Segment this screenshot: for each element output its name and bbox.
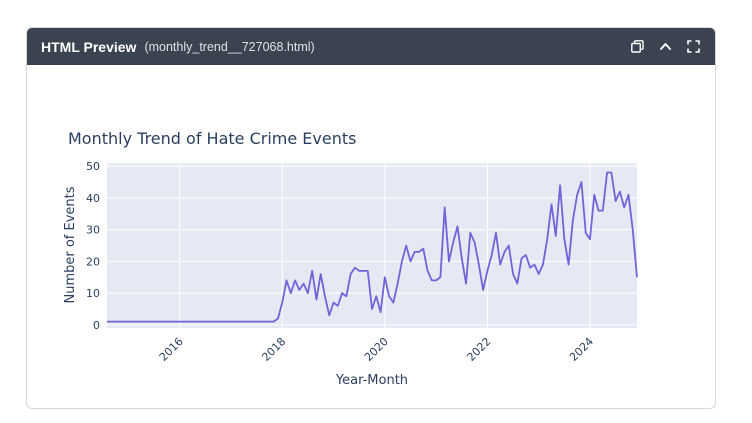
x-axis-label: Year-Month — [335, 373, 408, 388]
y-tick-label: 50 — [86, 160, 100, 173]
series-line — [107, 171, 638, 323]
x-tick-labels: 2016 2018 2020 2022 2024 — [157, 335, 596, 364]
chart-title: Monthly Trend of Hate Crime Events — [68, 129, 356, 148]
y-tick-labels: 0 10 20 30 40 50 — [86, 160, 100, 332]
preview-panel: HTML Preview (monthly_trend__727068.html… — [26, 27, 716, 409]
x-tick-label: 2020 — [362, 335, 391, 364]
series-group — [107, 171, 638, 323]
grid-lines — [107, 163, 637, 328]
y-axis-label: Number of Events — [63, 186, 78, 303]
y-tick-label: 40 — [86, 192, 100, 205]
y-tick-label: 20 — [86, 255, 100, 268]
x-tick-label: 2018 — [259, 335, 288, 364]
x-tick-label: 2022 — [465, 335, 494, 364]
header-actions — [629, 39, 701, 55]
chart-area: Monthly Trend of Hate Crime Events 0 10 20… — [27, 65, 715, 408]
panel-header: HTML Preview (monthly_trend__727068.html… — [27, 28, 715, 65]
x-tick-label: 2024 — [567, 335, 596, 364]
x-tick-label: 2016 — [157, 335, 186, 364]
y-tick-label: 0 — [93, 319, 100, 332]
plot-background — [107, 163, 637, 328]
line-chart: Monthly Trend of Hate Crime Events 0 10 20… — [63, 129, 638, 388]
chevron-up-icon[interactable] — [657, 39, 673, 55]
fullscreen-icon[interactable] — [685, 39, 701, 55]
y-tick-label: 10 — [86, 287, 100, 300]
panel-title: HTML Preview — [41, 38, 137, 55]
file-name: (monthly_trend__727068.html) — [144, 39, 315, 54]
y-tick-label: 30 — [86, 224, 100, 237]
copy-icon[interactable] — [629, 39, 645, 55]
